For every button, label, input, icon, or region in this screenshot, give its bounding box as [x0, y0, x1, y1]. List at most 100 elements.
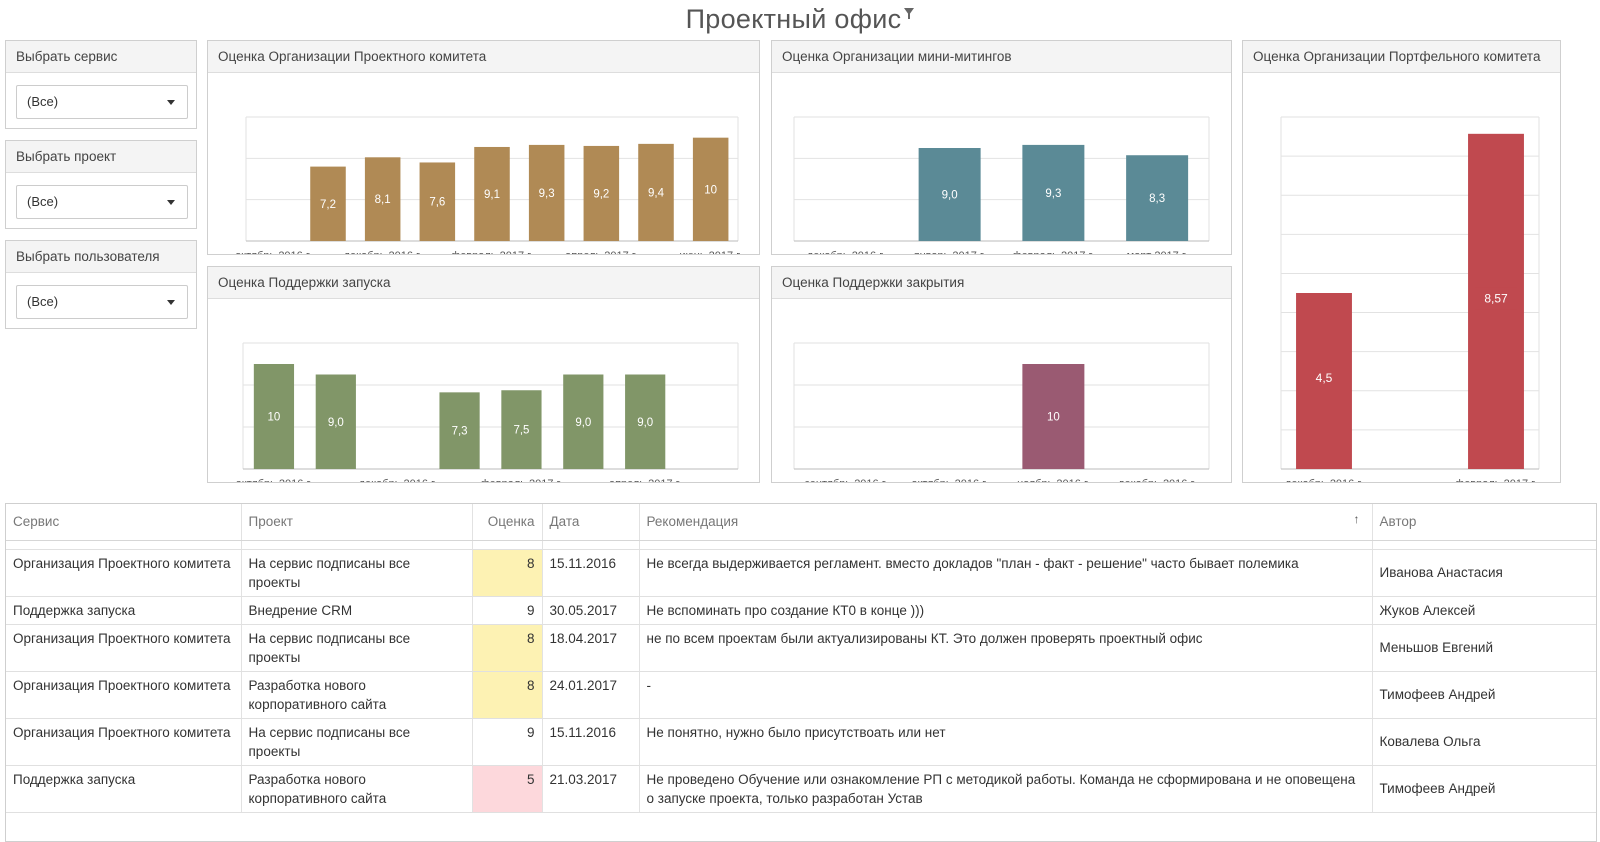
- data-label: 10: [268, 412, 281, 424]
- bar[interactable]: [528, 144, 565, 241]
- cell-project: На сервис подписаны все проекты: [241, 718, 473, 766]
- data-label: 9,2: [593, 188, 609, 200]
- bar[interactable]: [583, 145, 620, 241]
- table-row[interactable]: Организация Проектного комитета Разработк…: [6, 671, 1596, 719]
- chart-title: Оценка Поддержки закрытия: [772, 267, 1231, 299]
- cell-project: Разработка нового корпоративного сайта: [241, 671, 473, 719]
- cell-recommendation: Не проведено Обучение или ознакомление Р…: [639, 765, 1373, 813]
- bar[interactable]: [1022, 144, 1085, 241]
- chart-panel-portfolio: Оценка Организации Портфельного комитета…: [1242, 40, 1561, 490]
- project-select-value: (Все): [27, 194, 59, 209]
- cell-score: 9: [472, 718, 543, 766]
- filter-panel-user: Выбрать пользователя (Все): [5, 240, 197, 329]
- bar[interactable]: [315, 374, 356, 470]
- cell-date: 18.04.2017: [542, 624, 640, 672]
- x-tick-label: ноябрь 2016 г.: [1017, 478, 1090, 482]
- data-label: 7,5: [513, 425, 529, 437]
- bar[interactable]: [364, 157, 401, 241]
- recommendations-table: Сервис Проект Оценка Дата Рекомендация ↑ …: [5, 503, 1597, 842]
- chart-panel-minimeetings: Оценка Организации мини-митингов декабрь…: [771, 40, 1232, 262]
- chevron-down-icon: [167, 100, 175, 105]
- bar[interactable]: [439, 392, 480, 469]
- bar[interactable]: [310, 166, 346, 241]
- cell-recommendation: -: [639, 671, 1373, 719]
- cell-recommendation: Не вспоминать про создание КТ0 в конце )…: [639, 596, 1373, 625]
- dashboard-title-row: Проектный офис: [0, 0, 1600, 38]
- filter-icon[interactable]: [904, 8, 915, 19]
- x-tick-label: июнь 2017 г.: [679, 250, 742, 254]
- filter-panel-project: Выбрать проект (Все): [5, 140, 197, 229]
- x-tick-label: декабрь 2016 г.: [344, 250, 422, 254]
- filter-panel-service: Выбрать сервис (Все): [5, 40, 197, 129]
- column-header-service[interactable]: Сервис: [6, 504, 242, 541]
- data-label: 10: [1047, 412, 1060, 424]
- service-select[interactable]: (Все): [16, 85, 188, 119]
- bar[interactable]: [692, 137, 729, 241]
- data-label: 8,3: [1149, 193, 1165, 205]
- column-header-recommendation-label: Рекомендация: [646, 514, 739, 530]
- chart-title: Оценка Поддержки запуска: [208, 267, 759, 299]
- cell-author: Тимофеев Андрей: [1372, 671, 1596, 719]
- cell-date: 24.01.2017: [542, 671, 640, 719]
- bar[interactable]: [419, 162, 456, 241]
- bar[interactable]: [474, 146, 510, 241]
- user-select[interactable]: (Все): [16, 285, 188, 319]
- bar-chart-portfolio: 4,5 декабрь 2016 г. 8,57 февраль 2017 г.: [1280, 116, 1540, 490]
- column-header-date[interactable]: Дата: [542, 504, 640, 541]
- data-label: 4,5: [1316, 371, 1333, 385]
- project-select[interactable]: (Все): [16, 185, 188, 219]
- x-tick-label: февраль 2017 г.: [451, 250, 533, 254]
- cell-author: Тимофеев Андрей: [1372, 765, 1596, 813]
- x-tick-label: февраль 2017 г.: [1013, 250, 1095, 254]
- cell-project: Внедрение CRM: [241, 596, 473, 625]
- filter-label-project: Выбрать проект: [6, 141, 196, 173]
- column-header-author[interactable]: Автор: [1372, 504, 1596, 541]
- cell-date: 15.11.2016: [542, 549, 640, 597]
- cell-service: Организация Проектного комитета: [6, 549, 242, 597]
- data-label-bg: [1306, 367, 1342, 389]
- table-row[interactable]: Поддержка запуска Внедрение CRM 9 30.05.201…: [6, 596, 1596, 625]
- x-tick-label: апрель 2017 г.: [565, 250, 637, 254]
- x-tick-label: февраль 2017 г.: [481, 478, 563, 482]
- table-row[interactable]: Организация Проектного комитета На сервис…: [6, 718, 1596, 766]
- chart-panel-committee: Оценка Организации Проектного комитета о…: [207, 40, 760, 262]
- service-select-value: (Все): [27, 94, 59, 109]
- data-label: 7,3: [452, 426, 468, 438]
- bar[interactable]: [253, 364, 295, 469]
- data-label: 7,6: [429, 197, 445, 209]
- cell-recommendation: Не понятно, нужно было присутствоать или…: [639, 718, 1373, 766]
- bar[interactable]: [638, 143, 674, 241]
- bar[interactable]: [1022, 364, 1085, 469]
- bar[interactable]: [625, 374, 666, 470]
- x-tick-label: апрель 2017 г.: [609, 478, 681, 482]
- column-header-score[interactable]: Оценка: [472, 504, 543, 541]
- bar-chart-closing: сентябрь 2016 г. октябрь 2016 г. 10 ноябрь …: [793, 342, 1210, 490]
- table-row[interactable]: Организация Проектного комитета На сервис…: [6, 549, 1596, 597]
- table-row[interactable]: Организация Проектного комитета На сервис…: [6, 624, 1596, 672]
- x-tick-label: декабрь 2016 г.: [1118, 478, 1196, 482]
- table-header-row: Сервис Проект Оценка Дата Рекомендация ↑ …: [6, 504, 1596, 541]
- sort-ascending-icon[interactable]: ↑: [1353, 512, 1360, 526]
- column-header-recommendation[interactable]: Рекомендация ↑: [639, 504, 1373, 541]
- bar[interactable]: [1126, 155, 1189, 241]
- cell-score: 8: [472, 624, 543, 672]
- page-title: Проектный офис: [685, 4, 902, 34]
- bar[interactable]: [563, 374, 604, 470]
- data-label: 9,3: [1045, 188, 1061, 200]
- data-label: 8,57: [1484, 291, 1508, 305]
- bar-chart-launch: 10 октябрь 2016 г. 9,0 декабрь 2016 г. 7,3 7,…: [236, 342, 739, 490]
- table-row[interactable]: Поддержка запуска Разработка нового корпо…: [6, 765, 1596, 813]
- cell-author: Меньшов Евгений: [1372, 624, 1596, 672]
- data-label: 7,2: [320, 199, 336, 211]
- cell-recommendation: Не всегда выдерживается регламент. вмест…: [639, 549, 1373, 597]
- data-label: 9,0: [637, 417, 653, 429]
- column-header-project[interactable]: Проект: [241, 504, 473, 541]
- chart-panel-closing: Оценка Поддержки закрытия сентябрь 2016 …: [771, 266, 1232, 490]
- bar[interactable]: [918, 148, 981, 241]
- data-label: 9,0: [328, 417, 344, 429]
- chart-title: Оценка Организации мини-митингов: [772, 41, 1231, 73]
- chevron-down-icon: [167, 300, 175, 305]
- bar[interactable]: [501, 390, 542, 469]
- filter-label-user: Выбрать пользователя: [6, 241, 196, 273]
- data-label: 10: [704, 184, 717, 196]
